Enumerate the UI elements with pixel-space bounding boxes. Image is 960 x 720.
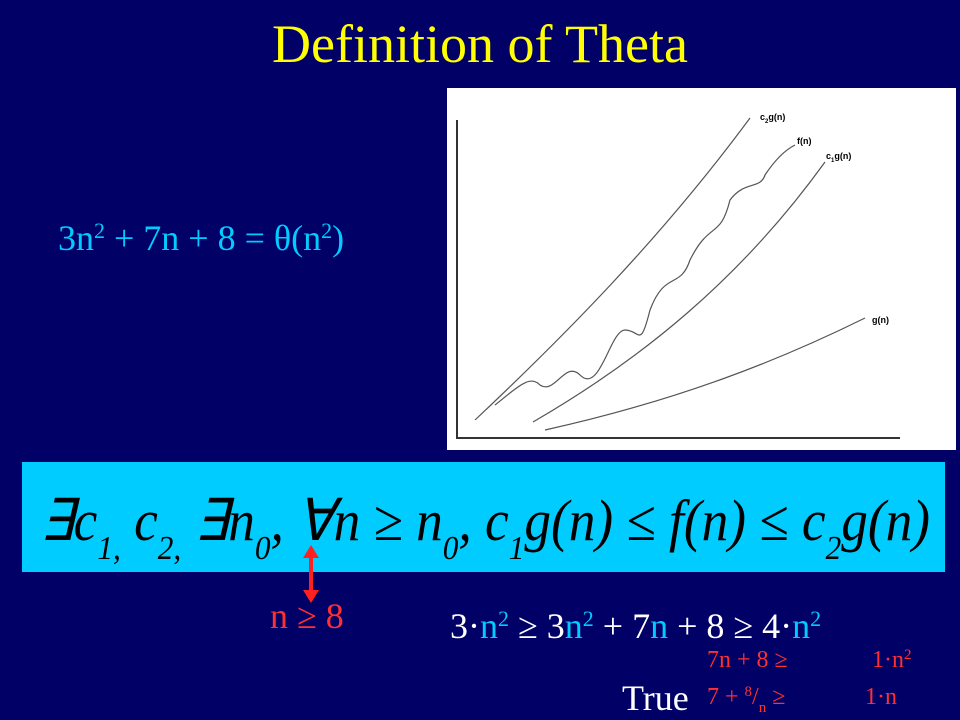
def-part: g(n): [841, 488, 930, 553]
step-sub: n: [759, 700, 767, 716]
def-sub: 1: [509, 530, 525, 567]
equation-sup: 2: [94, 218, 105, 243]
def-part: ∃c: [40, 488, 98, 553]
equation-part: + 7n + 8 = θ(n: [105, 218, 321, 258]
label-part: c: [826, 151, 831, 161]
ineq-var: n: [480, 606, 498, 646]
graph: c2g(n) f(n) c1g(n) g(n): [447, 88, 956, 450]
curve-c2g: [474, 117, 751, 421]
equation-part: ): [332, 218, 344, 258]
ineq-sup: 2: [810, 606, 821, 631]
def-part: , c: [458, 488, 509, 553]
def-part: ∃n: [181, 488, 255, 553]
graph-label: f(n): [797, 136, 812, 146]
step-part: 1·n: [865, 684, 897, 710]
def-sub: 0: [443, 530, 459, 567]
arrow: [303, 545, 319, 603]
graph-label: c1g(n): [826, 151, 851, 164]
ineq-part: + 8 ≥ 4·: [668, 606, 792, 646]
step: 7 + 8/n ≥1·n: [707, 684, 897, 716]
inequality: 3·n2 ≥ 3n2 + 7n + 8 ≥ 4·n2: [450, 606, 821, 647]
label-part: g(n): [834, 151, 851, 161]
def-sub: 0: [255, 530, 271, 567]
def-part: g(n) ≤ f(n) ≤ c: [524, 488, 825, 553]
step-part: /: [752, 684, 759, 710]
definition: ∃c1, c2, ∃n0, ∀n ≥ n0, c1g(n) ≤ f(n) ≤ c…: [40, 488, 930, 567]
curve-g: [544, 317, 866, 431]
def-sub: 1,: [97, 530, 120, 567]
graph-label: g(n): [872, 315, 889, 325]
step-part: 7 +: [707, 684, 745, 710]
verdict: True: [622, 678, 689, 718]
graph-label: c2g(n): [760, 112, 785, 125]
equation-part: 3n: [58, 218, 94, 258]
label-sub: 2: [765, 119, 769, 125]
condition: n ≥ 8: [270, 596, 344, 636]
ineq-part: + 7: [594, 606, 650, 646]
axes: [456, 120, 900, 439]
step: 7n + 8 ≥ 1·n2: [707, 647, 912, 673]
curve-f: [494, 144, 796, 406]
definition-box: [22, 462, 945, 572]
ineq-sup: 2: [583, 606, 594, 631]
step-sup: 2: [904, 647, 912, 663]
graph-background: [447, 88, 956, 450]
title: Definition of Theta: [272, 14, 688, 74]
curve-c1g: [532, 161, 826, 423]
equation: 3n2 + 7n + 8 = θ(n2): [58, 218, 344, 259]
ineq-var: n: [792, 606, 810, 646]
def-part: c: [121, 488, 158, 553]
ineq-part: 3·: [450, 606, 480, 646]
label-part: c: [760, 112, 765, 122]
ineq-var: n: [650, 606, 668, 646]
equation-sup: 2: [321, 218, 332, 243]
label-part: g(n): [768, 112, 785, 122]
step-part: ≥: [766, 684, 785, 710]
label-sub: 1: [831, 158, 835, 164]
ineq-sup: 2: [498, 606, 509, 631]
ineq-var: n: [565, 606, 583, 646]
def-sub: 2,: [158, 530, 181, 567]
step-part: 7n + 8 ≥: [707, 647, 788, 673]
step-sup: 8: [745, 684, 753, 700]
def-sub: 2: [826, 530, 842, 567]
def-part: , ∀n ≥ n: [270, 488, 442, 553]
step-part: 1·n: [872, 647, 904, 673]
ineq-part: ≥ 3: [509, 606, 565, 646]
